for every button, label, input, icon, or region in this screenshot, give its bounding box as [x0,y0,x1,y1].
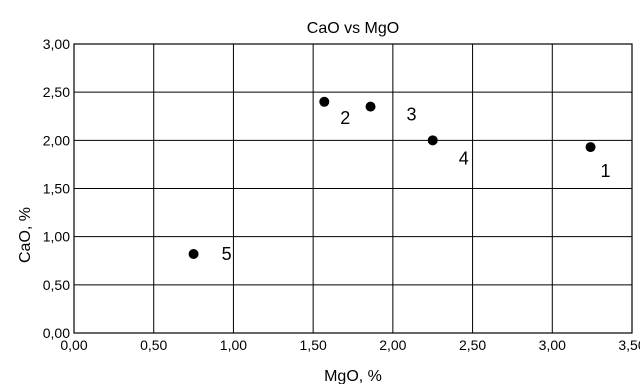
data-points: 1 2 3 4 5 [188,96,611,264]
x-tick-labels: 0,00 0,50 1,00 1,50 2,00 2,50 3,00 3,50 [60,337,640,353]
data-point-label-4: 4 [459,148,469,168]
x-tick-label: 2,00 [379,337,406,353]
data-point-2 [319,96,330,107]
chart-title: CaO vs MgO [307,20,399,37]
data-point-5 [188,249,199,260]
data-point-3 [365,101,376,112]
data-point-1 [585,142,596,153]
x-tick-label: 2,50 [459,337,486,353]
data-point-label-3: 3 [407,105,417,125]
data-point-4 [427,135,438,146]
data-point-label-1: 1 [601,161,611,181]
x-tick-label: 1,50 [300,337,327,353]
y-tick-label: 2,50 [43,84,70,100]
x-tick-label: 1,00 [220,337,247,353]
y-tick-label: 0,50 [43,277,70,293]
y-tick-labels: 0,00 0,50 1,00 1,50 2,00 2,50 3,00 [43,36,70,341]
y-tick-label: 1,00 [43,229,70,245]
data-point-label-5: 5 [222,244,232,264]
y-axis-label: CaO, % [17,207,34,263]
grid-lines [73,43,633,334]
x-tick-label: 3,50 [618,337,640,353]
x-tick-label: 0,50 [140,337,167,353]
y-tick-label: 0,00 [43,325,70,341]
x-axis-label: MgO, % [324,368,382,384]
x-tick-label: 0,00 [60,337,87,353]
y-tick-label: 3,00 [43,36,70,52]
x-tick-label: 3,00 [539,337,566,353]
plot-frame [73,43,633,334]
data-point-label-2: 2 [340,108,350,128]
y-tick-label: 1,50 [43,181,70,197]
y-tick-label: 2,00 [43,132,70,148]
